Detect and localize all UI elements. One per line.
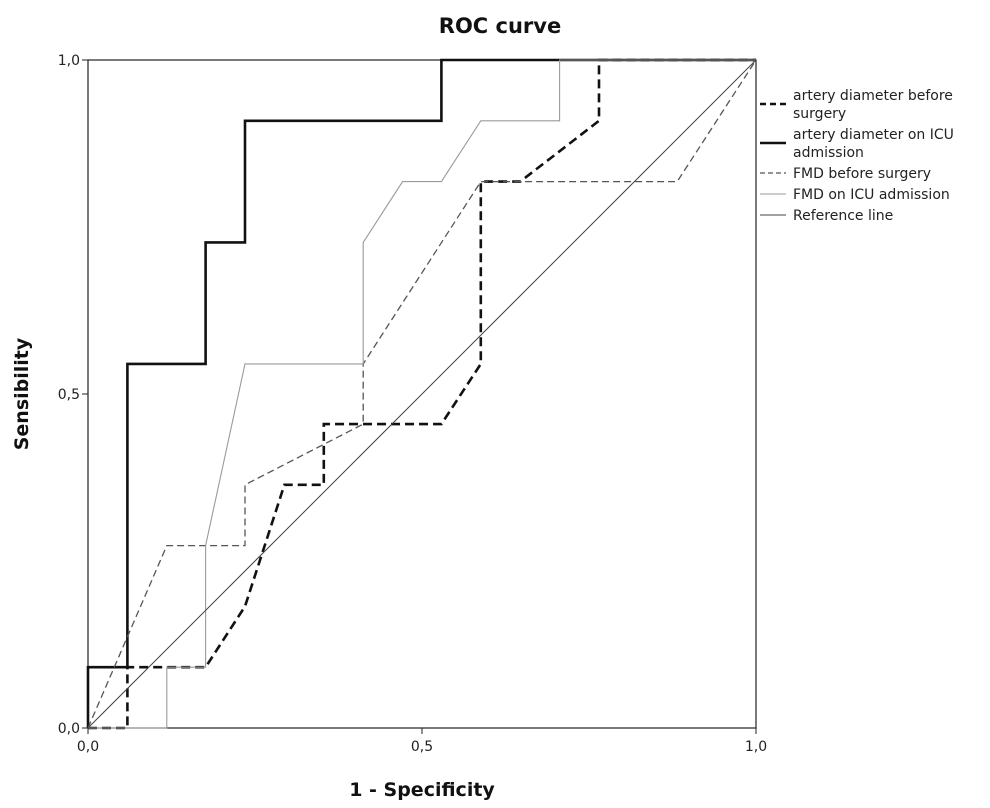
legend-label: Reference line xyxy=(793,208,893,224)
x-tick-label: 1,0 xyxy=(745,739,767,755)
legend: artery diameter before surgery artery diam… xyxy=(760,88,954,224)
legend-label: admission xyxy=(793,145,864,161)
y-tick-label: 1,0 xyxy=(58,53,80,69)
series-line-fmd-before-surgery xyxy=(87,59,757,729)
y-tick-label: 0,5 xyxy=(58,387,80,403)
y-tick-label: 0,0 xyxy=(58,721,80,737)
series-line-artery-diameter-before-surgery xyxy=(88,58,756,730)
legend-label: FMD on ICU admission xyxy=(793,187,950,203)
x-tick-label: 0,5 xyxy=(411,739,433,755)
x-axis-title: 1 - Specificity xyxy=(349,779,495,801)
legend-label: artery diameter before xyxy=(793,88,953,104)
chart-title: ROC curve xyxy=(439,14,561,38)
legend-label: surgery xyxy=(793,106,846,122)
series-line-reference-line xyxy=(87,59,757,729)
legend-label: FMD before surgery xyxy=(793,166,931,182)
series-layer xyxy=(86,58,757,730)
series-line-fmd-on-icu-admission xyxy=(88,59,756,729)
x-tick-label: 0,0 xyxy=(77,739,99,755)
legend-label: artery diameter on ICU xyxy=(793,127,954,143)
y-axis-title: Sensibility xyxy=(11,337,33,450)
axis-ticks: 0,0 0,5 1,0 0,0 0,5 1,0 xyxy=(58,53,767,755)
